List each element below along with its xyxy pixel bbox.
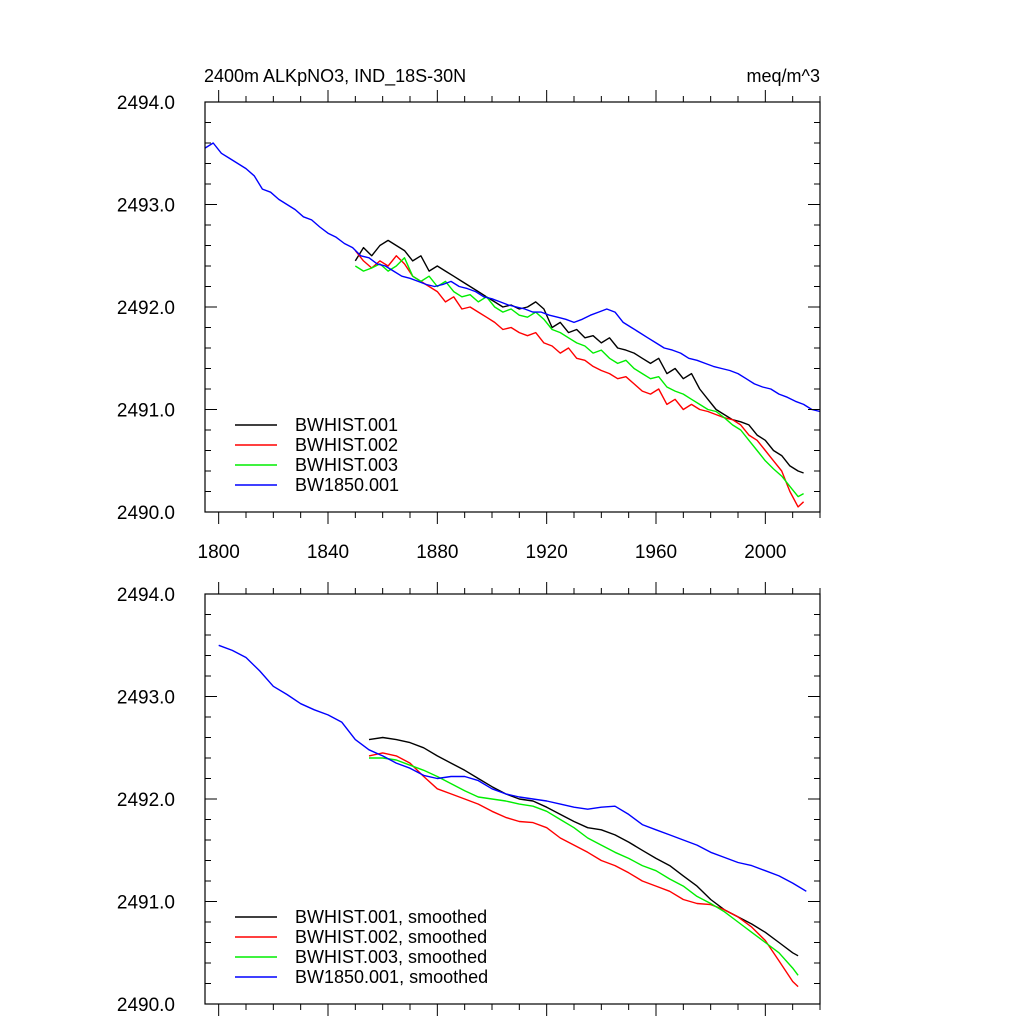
- x-tick-label: 2000: [744, 542, 786, 563]
- y-tick-label: 2493.0: [117, 196, 175, 217]
- legend-label: BWHIST.003: [295, 455, 398, 475]
- y-tick-label: 2494.0: [117, 585, 175, 606]
- series-line-3: [354, 257, 804, 498]
- x-tick-label: 1880: [416, 542, 458, 563]
- legend-label: BWHIST.001: [295, 415, 398, 435]
- legend-label: BW1850.001: [295, 475, 399, 495]
- legend-label: BWHIST.002: [295, 435, 398, 455]
- top-panel: 2400m ALKpNO3, IND_18S-30N meq/m^3 2490.…: [117, 66, 821, 563]
- legend-label: BW1850.001, smoothed: [295, 967, 488, 987]
- x-tick-label: 1800: [198, 542, 240, 563]
- x-tick-label: 1840: [307, 542, 349, 563]
- bottom-panel: 2490.0 2491.0 2492.0 2493.0 2494.0 BWHIST.00…: [117, 582, 821, 1016]
- y-tick-label: 2490.0: [117, 503, 175, 524]
- chart-title: 2400m ALKpNO3, IND_18S-30N: [204, 66, 466, 87]
- series-line-2: [354, 250, 805, 508]
- y-tick-label: 2492.0: [117, 298, 175, 319]
- chart-units: meq/m^3: [747, 66, 820, 86]
- y-tick-label: 2490.0: [117, 995, 175, 1016]
- y-tick-label: 2491.0: [117, 401, 175, 422]
- series-line-4: [204, 142, 821, 413]
- series-line-4: [218, 644, 807, 892]
- x-tick-label: 1920: [526, 542, 568, 563]
- x-tick-label: 1960: [635, 542, 677, 563]
- y-tick-label: 2494.0: [117, 93, 175, 114]
- series-line-1: [354, 239, 804, 474]
- series-line-2: [368, 752, 799, 988]
- y-tick-label: 2492.0: [117, 790, 175, 811]
- y-tick-label: 2493.0: [117, 688, 175, 709]
- legend-label: BWHIST.001, smoothed: [295, 907, 487, 927]
- series-line-3: [369, 757, 799, 976]
- y-tick-label: 2491.0: [117, 893, 175, 914]
- legend-label: BWHIST.003, smoothed: [295, 947, 487, 967]
- legend-label: BWHIST.002, smoothed: [295, 927, 487, 947]
